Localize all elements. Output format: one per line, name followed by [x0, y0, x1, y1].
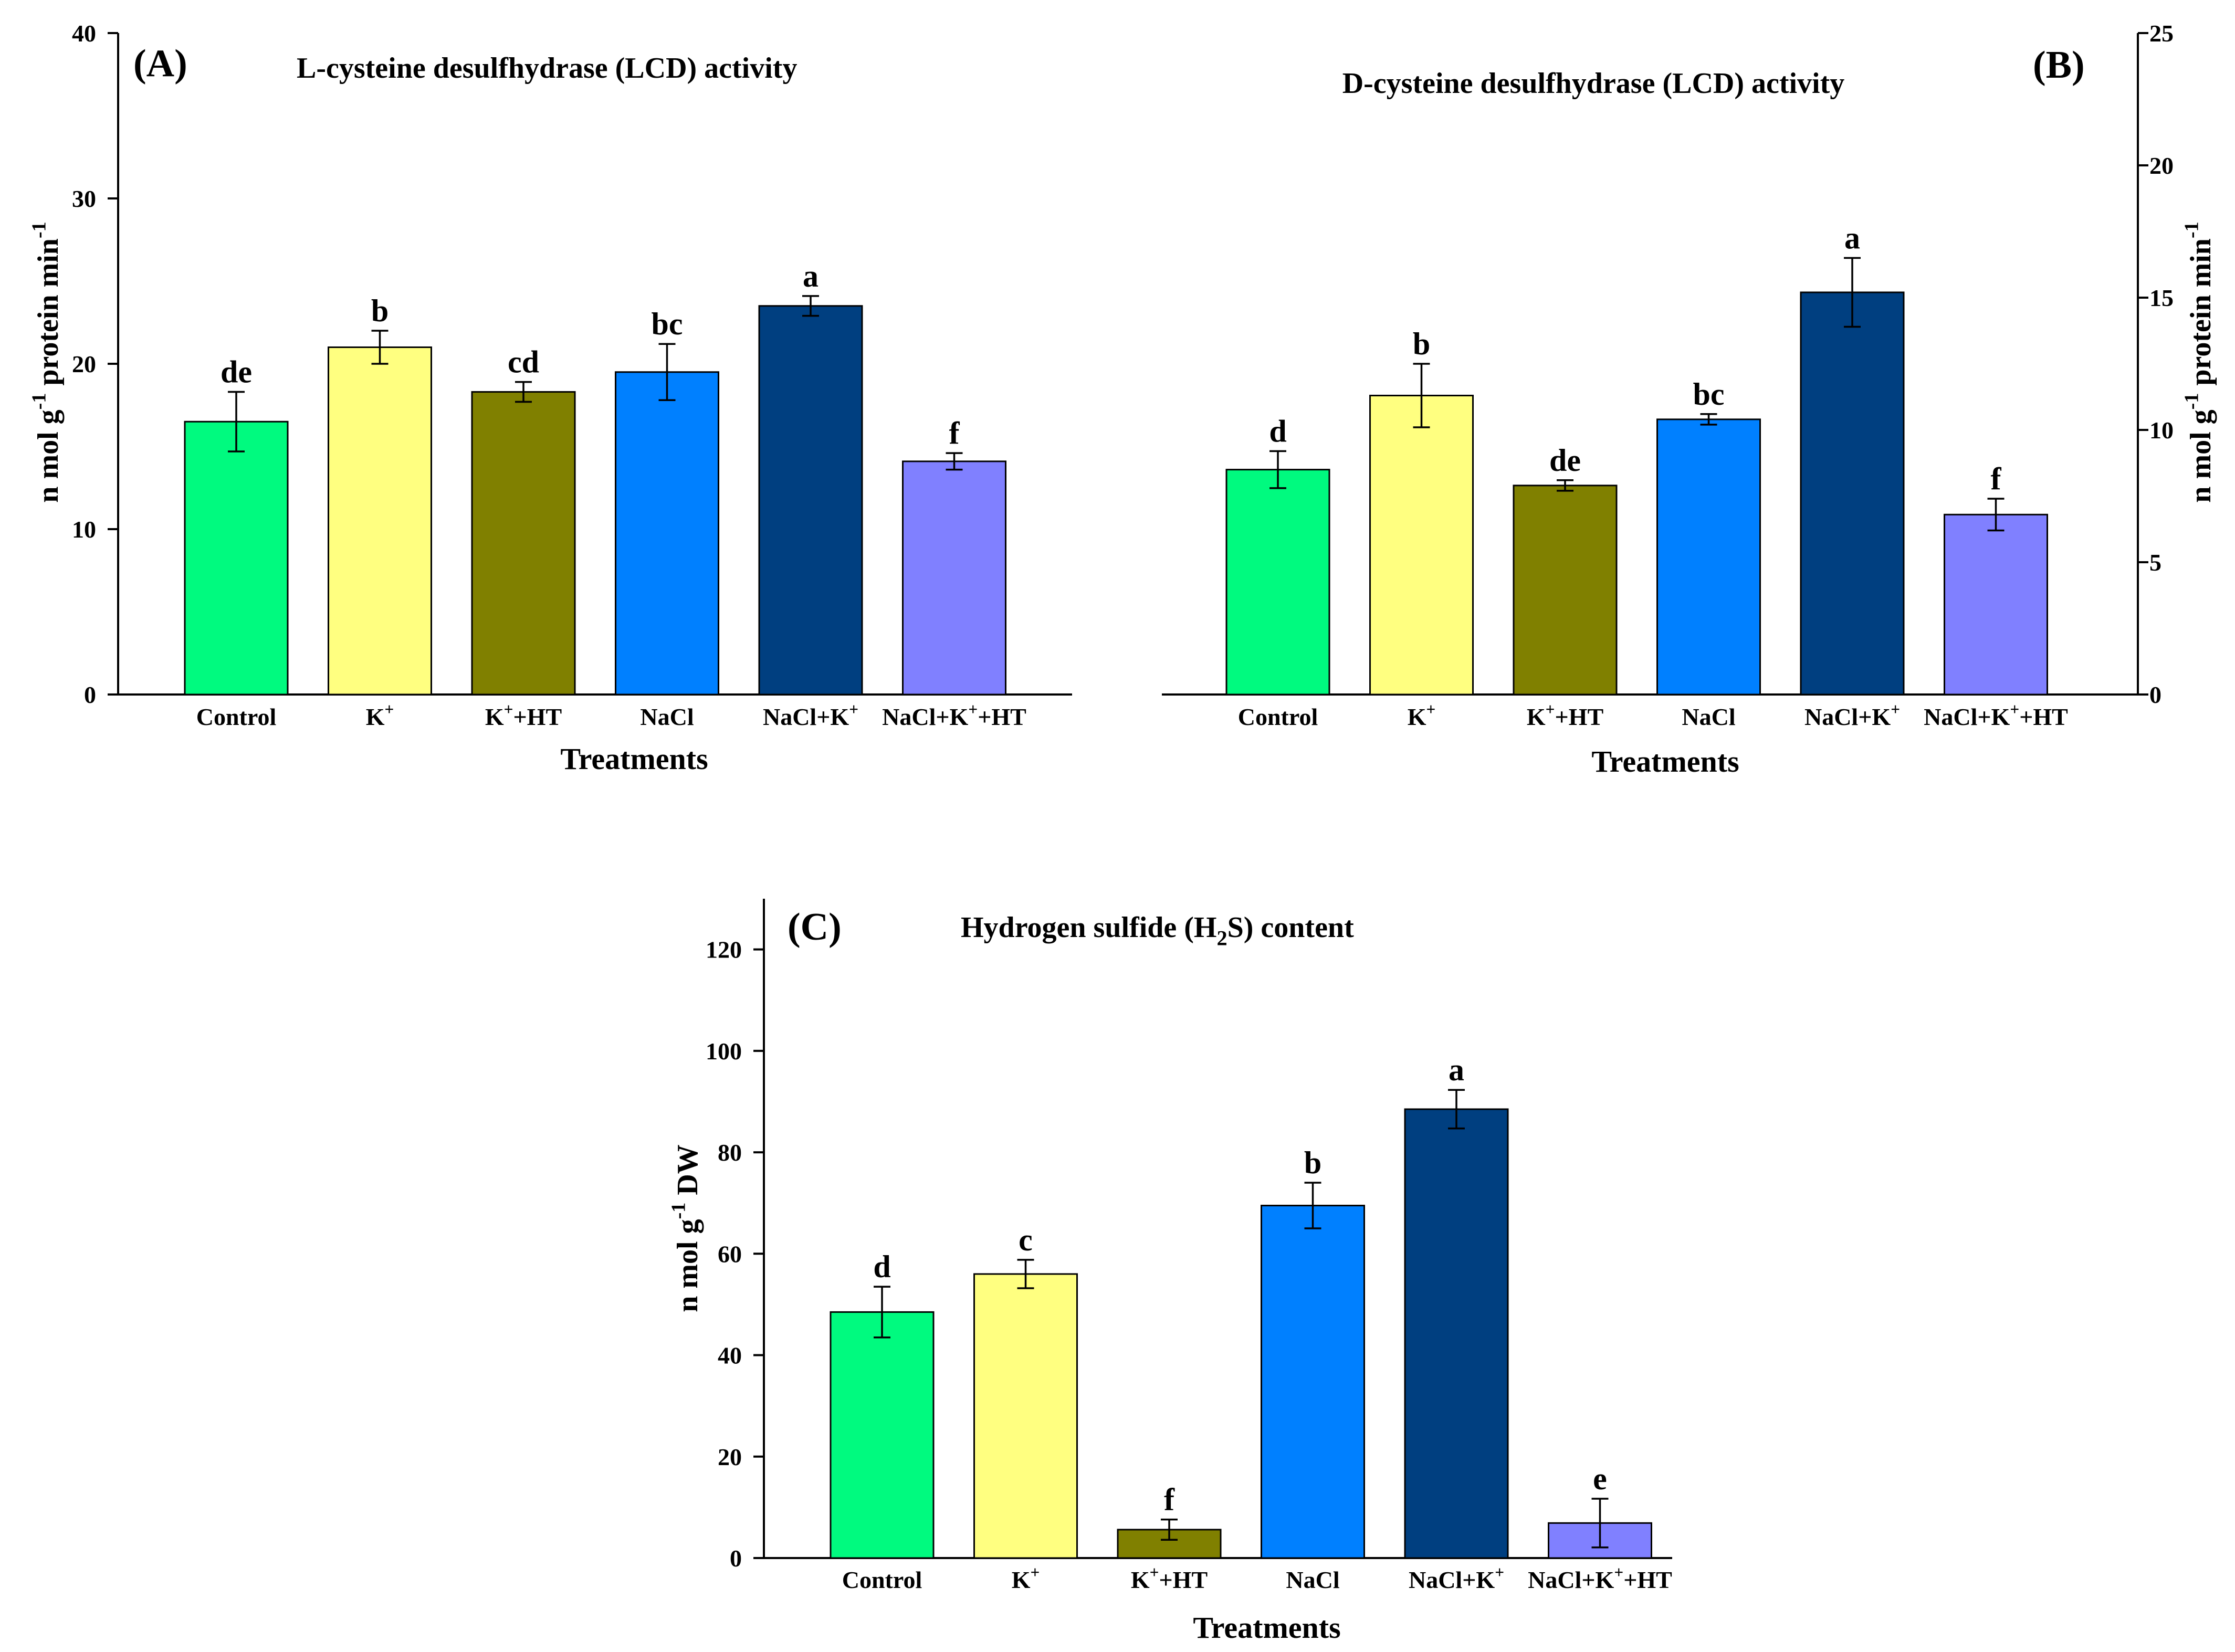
panel-label: (B) [2033, 44, 2085, 87]
significance-letter: cd [508, 345, 539, 380]
bar [615, 371, 719, 696]
significance-letter: b [371, 293, 389, 328]
significance-letter: f [949, 416, 960, 450]
panel-label: (A) [133, 42, 187, 85]
significance-letter: d [873, 1249, 890, 1284]
y-tick-label: 10 [2149, 417, 2174, 444]
significance-letter: e [1593, 1461, 1607, 1496]
bar [471, 391, 576, 696]
y-tick-label: 0 [730, 1545, 742, 1572]
y-tick-label: 10 [72, 516, 96, 543]
y-tick-label: 5 [2149, 549, 2161, 576]
significance-letter: de [1549, 443, 1581, 478]
y-tick-label: 40 [72, 20, 96, 47]
x-tick-label: K++HT [1527, 700, 1603, 730]
y-tick-label: 30 [72, 185, 96, 212]
bar [758, 305, 863, 696]
x-tick-label: Control [1238, 703, 1318, 730]
bar [328, 346, 432, 696]
significance-letter: f [1991, 461, 2002, 496]
chart-panel-b: 0 5 10 15 20 25 n mol g-1 protein min-1 d Contro… [1162, 20, 2217, 778]
x-tick-label: NaCl+K+ [1409, 1563, 1504, 1593]
y-tick-label: 80 [718, 1139, 742, 1166]
y-axis-label: n mol g-1 DW [668, 1144, 705, 1312]
significance-letter: f [1164, 1482, 1175, 1517]
y-tick-label: 0 [2149, 681, 2161, 708]
x-tick-label: K+ [1408, 700, 1436, 730]
bar [184, 420, 289, 696]
x-tick-label: NaCl+K++HT [882, 700, 1026, 730]
bar [902, 460, 1006, 696]
y-tick-label: 20 [2149, 152, 2174, 179]
significance-letter: b [1413, 327, 1430, 361]
significance-letter: bc [1693, 377, 1725, 412]
x-tick-label: NaCl [640, 703, 694, 730]
y-tick-label: 100 [706, 1038, 742, 1065]
y-tick-label: 40 [718, 1342, 742, 1369]
bar [1369, 394, 1474, 696]
bar [973, 1273, 1078, 1559]
y-tick-label: 60 [718, 1240, 742, 1267]
x-tick-label: K+ [1012, 1563, 1040, 1593]
bar [1800, 291, 1905, 696]
x-tick-label: NaCl [1682, 703, 1735, 730]
y-axis-label: n mol g-1 protein min-1 [2181, 222, 2218, 502]
x-tick-label: Control [196, 703, 277, 730]
y-tick-label: 120 [706, 937, 742, 963]
y-tick-label: 15 [2149, 285, 2174, 311]
bar [1225, 469, 1330, 696]
panel-label: (C) [788, 906, 842, 949]
chart-title: Hydrogen sulfide (H2S) content [961, 911, 1354, 950]
y-tick-label: 20 [718, 1444, 742, 1470]
significance-letter: bc [652, 307, 683, 341]
significance-letter: a [1449, 1053, 1464, 1087]
significance-letter: a [803, 259, 819, 293]
bar [1513, 485, 1618, 696]
x-tick-label: NaCl+K++HT [1528, 1563, 1672, 1593]
x-axis-label: Treatments [1193, 1611, 1340, 1645]
x-axis-label: Treatments [560, 742, 708, 776]
x-tick-label: K++HT [1131, 1563, 1208, 1593]
y-axis-label: n mol g-1 protein min-1 [28, 222, 65, 502]
chart-title: D-cysteine desulfhydrase (LCD) activity [1342, 67, 1845, 100]
significance-letter: a [1844, 220, 1860, 255]
bar [1261, 1205, 1365, 1559]
chart-panel-a: 0 10 20 30 40 n mol g-1 protein min-1 de Contro… [28, 20, 1072, 776]
x-tick-label: NaCl+K++HT [1924, 700, 2068, 730]
chart-title: L-cysteine desulfhydrase (LCD) activity [297, 52, 797, 85]
y-tick-label: 0 [84, 681, 96, 708]
significance-letter: b [1304, 1145, 1321, 1180]
x-tick-label: NaCl+K+ [1804, 700, 1900, 730]
significance-letter: c [1019, 1223, 1033, 1257]
significance-letter: d [1269, 414, 1286, 448]
bar [1404, 1108, 1509, 1559]
x-tick-label: Control [842, 1566, 922, 1593]
bar [1944, 513, 2048, 696]
x-tick-label: K++HT [485, 700, 562, 730]
bar [830, 1311, 935, 1559]
y-tick-label: 20 [72, 351, 96, 377]
significance-letter: de [221, 355, 252, 390]
y-tick-label: 25 [2149, 20, 2174, 47]
chart-panel-c: 0 20 40 60 80 100 120 n mol g-1 DW d Control c K+ f K… [668, 899, 1672, 1645]
bar [1656, 418, 1761, 696]
x-tick-label: NaCl+K+ [763, 700, 858, 730]
x-tick-label: K+ [366, 700, 394, 730]
x-axis-label: Treatments [1591, 744, 1739, 778]
x-tick-label: NaCl [1286, 1566, 1339, 1593]
